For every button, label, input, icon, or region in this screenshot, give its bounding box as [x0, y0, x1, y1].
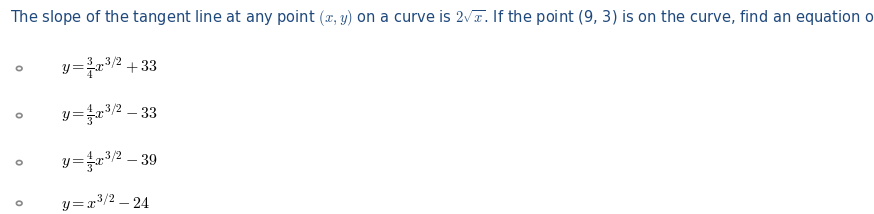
- Text: $y = \frac{3}{4}x^{3/2} + 33$: $y = \frac{3}{4}x^{3/2} + 33$: [61, 56, 158, 81]
- Text: The slope of the tangent line at any point $(x, y)$ on a curve is $2\sqrt{x}$. I: The slope of the tangent line at any poi…: [10, 9, 874, 30]
- Text: $y = \frac{4}{3}x^{3/2} - 39$: $y = \frac{4}{3}x^{3/2} - 39$: [61, 150, 158, 175]
- Text: $y = \frac{4}{3}x^{3/2} - 33$: $y = \frac{4}{3}x^{3/2} - 33$: [61, 103, 158, 128]
- Text: $y = x^{3/2} - 24$: $y = x^{3/2} - 24$: [61, 192, 150, 214]
